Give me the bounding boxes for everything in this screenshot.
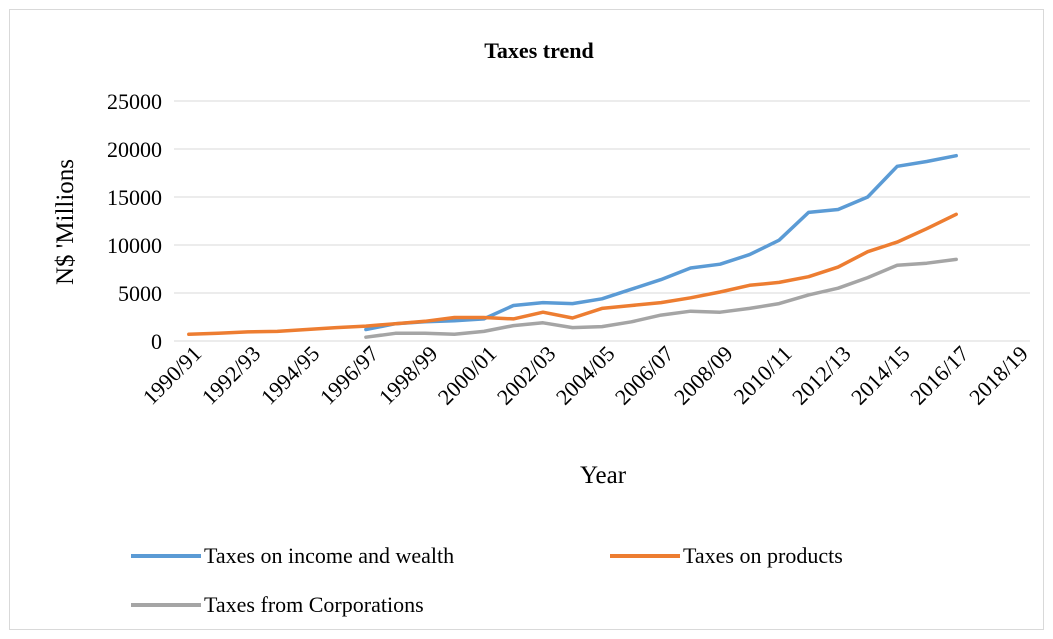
chart-title: Taxes trend [484,38,593,63]
x-tick-label: 1994/95 [256,341,325,410]
series-line-2 [187,212,958,337]
x-tick-label: 1990/91 [138,341,207,410]
legend-label: Taxes on products [683,543,843,568]
x-tick-label: 2012/13 [787,341,856,410]
x-tick-label: 1992/93 [197,341,266,410]
y-tick-label: 0 [151,329,162,354]
x-tick-label: 2002/03 [492,341,561,410]
x-tick-label: 1998/99 [374,341,443,410]
series-lines [187,153,958,339]
x-tick-label: 2014/15 [846,341,915,410]
x-tick-label: 2008/09 [669,341,738,410]
y-tick-label: 5000 [118,281,162,306]
x-tick-label: 1996/97 [315,341,384,410]
y-tick-label: 10000 [107,233,162,258]
y-tick-label: 25000 [107,89,162,114]
series-line-3 [364,257,958,339]
y-tick-label: 20000 [107,137,162,162]
x-tick-label: 2016/17 [905,341,974,410]
x-tick-label: 2018/19 [964,341,1033,410]
x-axis-ticks: 1990/911992/931994/951996/971998/992000/… [138,341,1033,410]
x-tick-label: 2010/11 [729,341,797,409]
x-tick-label: 2006/07 [610,341,679,410]
x-axis-title: Year [580,462,627,489]
y-tick-label: 15000 [107,185,162,210]
y-axis-title: N$ 'Millions [52,159,79,285]
x-tick-label: 2004/05 [551,341,620,410]
series-line-1 [364,153,958,332]
legend-label: Taxes from Corporations [204,592,424,617]
legend: Taxes on income and wealth Taxes on produ… [131,543,843,617]
x-tick-label: 2000/01 [433,341,502,410]
y-axis-ticks: 0 5000 10000 15000 20000 25000 [107,89,162,354]
legend-label: Taxes on income and wealth [204,543,454,568]
chart-frame [9,9,1044,630]
